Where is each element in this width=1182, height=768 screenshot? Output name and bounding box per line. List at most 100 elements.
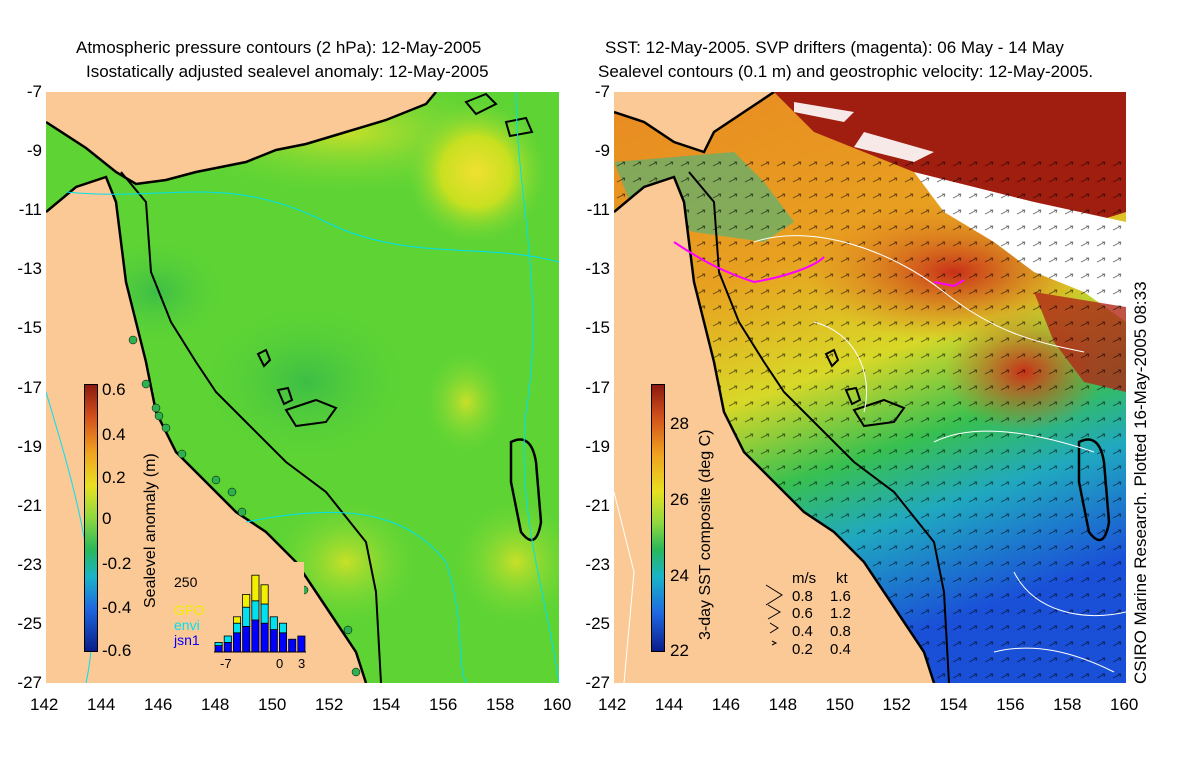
left-ytick: -21 — [17, 495, 42, 515]
right-xtick: 142 — [598, 695, 627, 714]
left-xtick: 156 — [429, 695, 458, 714]
inset-xtick-3: 3 — [298, 656, 306, 671]
left-ytick: -11 — [18, 200, 42, 220]
right-xtick: 158 — [1053, 695, 1082, 714]
velocity-legend-ms-0.6: 0.6 — [792, 605, 813, 622]
right-xtick: 160 — [1110, 695, 1139, 714]
right-ytick: -17 — [585, 377, 610, 397]
inset-bar-jsn1--5 — [232, 632, 241, 653]
right-ytick: -15 — [585, 318, 610, 338]
left-xtick: 146 — [144, 695, 173, 714]
sst-colorbar — [651, 384, 665, 652]
cbar-left-tick-m0.6: -0.6 — [102, 641, 132, 660]
inset-legend-envi: envi — [174, 617, 200, 633]
left-xtick: 158 — [486, 695, 515, 714]
velocity-legend-kt-0.4: 0.4 — [830, 641, 851, 658]
right-ytick: -7 — [594, 82, 610, 101]
right-ytick: -23 — [585, 554, 610, 574]
inset-bar-jsn1-1 — [288, 638, 297, 653]
right-ytick: -19 — [585, 436, 610, 456]
inset-bar-envi--4 — [242, 606, 251, 627]
right-ytick: -9 — [594, 141, 610, 161]
right-xtick: 154 — [939, 695, 968, 714]
left-title-line1: Atmospheric pressure contours (2 hPa): 1… — [76, 38, 482, 57]
cbar-left-tick-0.4: 0.4 — [102, 425, 126, 444]
cbar-right-tick-24: 24 — [670, 566, 689, 585]
inset-bar-envi--6 — [223, 635, 232, 643]
right-xtick: 144 — [654, 695, 684, 714]
left-xtick: 154 — [372, 695, 401, 714]
inset-bar-jsn1--6 — [223, 642, 232, 653]
velocity-legend-header-kt: kt — [836, 570, 848, 587]
inset-ymax-label: 250 — [174, 574, 198, 590]
sealevel-anomaly-map — [46, 92, 559, 683]
right-xtick: 150 — [825, 695, 854, 714]
left-ytick: -27 — [17, 673, 42, 692]
velocity-legend-ms-0.2: 0.2 — [792, 641, 813, 658]
credit-text: CSIRO Marine Research. Plotted 16-May-20… — [1131, 281, 1150, 684]
left-xtick: 142 — [30, 695, 59, 714]
right-title-line1: SST: 12-May-2005. SVP drifters (magenta)… — [605, 38, 1064, 57]
left-ytick: -9 — [26, 141, 42, 161]
inset-legend-gfo: GFO — [174, 602, 205, 618]
velocity-legend-ms-0.8: 0.8 — [792, 588, 813, 605]
right-xtick: 148 — [768, 695, 798, 714]
inset-bar-GFO--2 — [260, 584, 269, 605]
velocity-legend-kt-1.6: 1.6 — [830, 588, 851, 605]
left-xtick: 148 — [201, 695, 230, 714]
velocity-legend-ms-0.4: 0.4 — [792, 623, 813, 640]
inset-bar-jsn1--1 — [269, 629, 278, 653]
cbar-right-tick-28: 28 — [670, 414, 689, 433]
right-ytick: -21 — [585, 495, 610, 515]
right-title-line2: Sealevel contours (0.1 m) and geostrophi… — [598, 62, 1094, 81]
left-ytick: -13 — [17, 259, 42, 279]
inset-bar-jsn1-0 — [279, 632, 288, 653]
inset-bar-GFO--3 — [251, 574, 260, 602]
inset-bar-envi--1 — [269, 616, 278, 630]
velocity-legend-header-ms: m/s — [792, 570, 817, 587]
inset-bar-envi--7 — [214, 642, 223, 647]
cbar-left-tick-0: 0 — [102, 509, 112, 528]
inset-bar-jsn1--7 — [214, 645, 223, 653]
velocity-legend-kt-1.2: 1.2 — [830, 605, 851, 622]
right-xtick: 152 — [882, 695, 911, 714]
sst-colorbar-label: 3-day SST composite (deg C) — [697, 429, 714, 640]
right-xtick: 146 — [711, 695, 741, 714]
inset-bar-envi--3 — [251, 600, 260, 621]
inset-bar-envi--5 — [232, 622, 241, 634]
sst-map-graphic — [614, 92, 1126, 683]
right-ytick: -25 — [585, 613, 610, 633]
sealevel-colorbar-label: Sealevel anomaly (m) — [142, 453, 159, 608]
left-xtick: 152 — [315, 695, 344, 714]
inset-bar-GFO--5 — [232, 616, 241, 624]
left-ytick: -19 — [17, 436, 42, 456]
velocity-legend-kt-0.8: 0.8 — [830, 623, 851, 640]
left-xtick: 160 — [543, 695, 572, 714]
inset-bar-GFO--4 — [242, 593, 251, 608]
left-ytick: -15 — [17, 318, 42, 338]
inset-bar-jsn1--4 — [242, 626, 251, 653]
right-ytick: -27 — [585, 673, 610, 692]
right-xtick: 156 — [996, 695, 1025, 714]
left-xtick: 150 — [258, 695, 287, 714]
cbar-left-tick-0.6: 0.6 — [102, 380, 126, 399]
track-count-histogram — [214, 574, 306, 653]
cbar-left-tick-m0.2: -0.2 — [102, 554, 132, 573]
right-ytick: -11 — [586, 200, 610, 220]
inset-bar-envi--2 — [260, 603, 269, 624]
sst-map — [614, 92, 1126, 683]
sealevel-map-graphic — [46, 92, 559, 683]
cbar-right-tick-22: 22 — [670, 641, 689, 660]
left-ytick: -17 — [17, 377, 42, 397]
inset-bar-jsn1--2 — [260, 622, 269, 653]
left-ytick: -7 — [26, 82, 42, 101]
right-ytick: -13 — [585, 259, 610, 279]
inset-bar-jsn1-2 — [297, 635, 306, 653]
left-title-line2: Isostatically adjusted sealevel anomaly:… — [86, 62, 489, 81]
inset-xtick-0: 0 — [276, 656, 284, 671]
left-ytick: -25 — [17, 613, 42, 633]
inset-xtick-m7: -7 — [220, 656, 232, 671]
cbar-left-tick-m0.4: -0.4 — [102, 598, 132, 617]
cbar-right-tick-26: 26 — [670, 490, 689, 509]
left-xtick: 144 — [87, 695, 116, 714]
